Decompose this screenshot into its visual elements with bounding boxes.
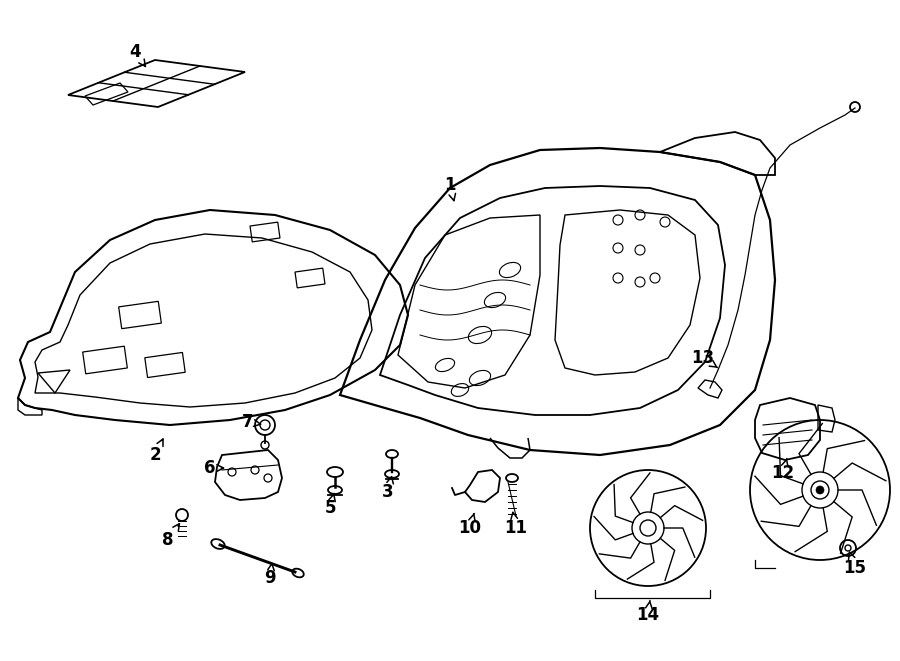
Text: 14: 14 [636, 600, 660, 624]
Text: 9: 9 [265, 563, 275, 587]
Circle shape [816, 486, 824, 494]
Text: 13: 13 [691, 349, 717, 368]
Text: 5: 5 [324, 493, 336, 517]
Text: 1: 1 [445, 176, 455, 201]
Text: 7: 7 [242, 413, 261, 431]
Text: 4: 4 [130, 43, 146, 67]
Text: 6: 6 [204, 459, 223, 477]
Text: 15: 15 [843, 552, 867, 577]
Text: 8: 8 [162, 524, 179, 549]
Text: 12: 12 [771, 459, 795, 482]
Text: 3: 3 [382, 477, 394, 501]
Text: 10: 10 [458, 514, 482, 537]
Text: 11: 11 [505, 512, 527, 537]
Text: 2: 2 [149, 439, 163, 464]
